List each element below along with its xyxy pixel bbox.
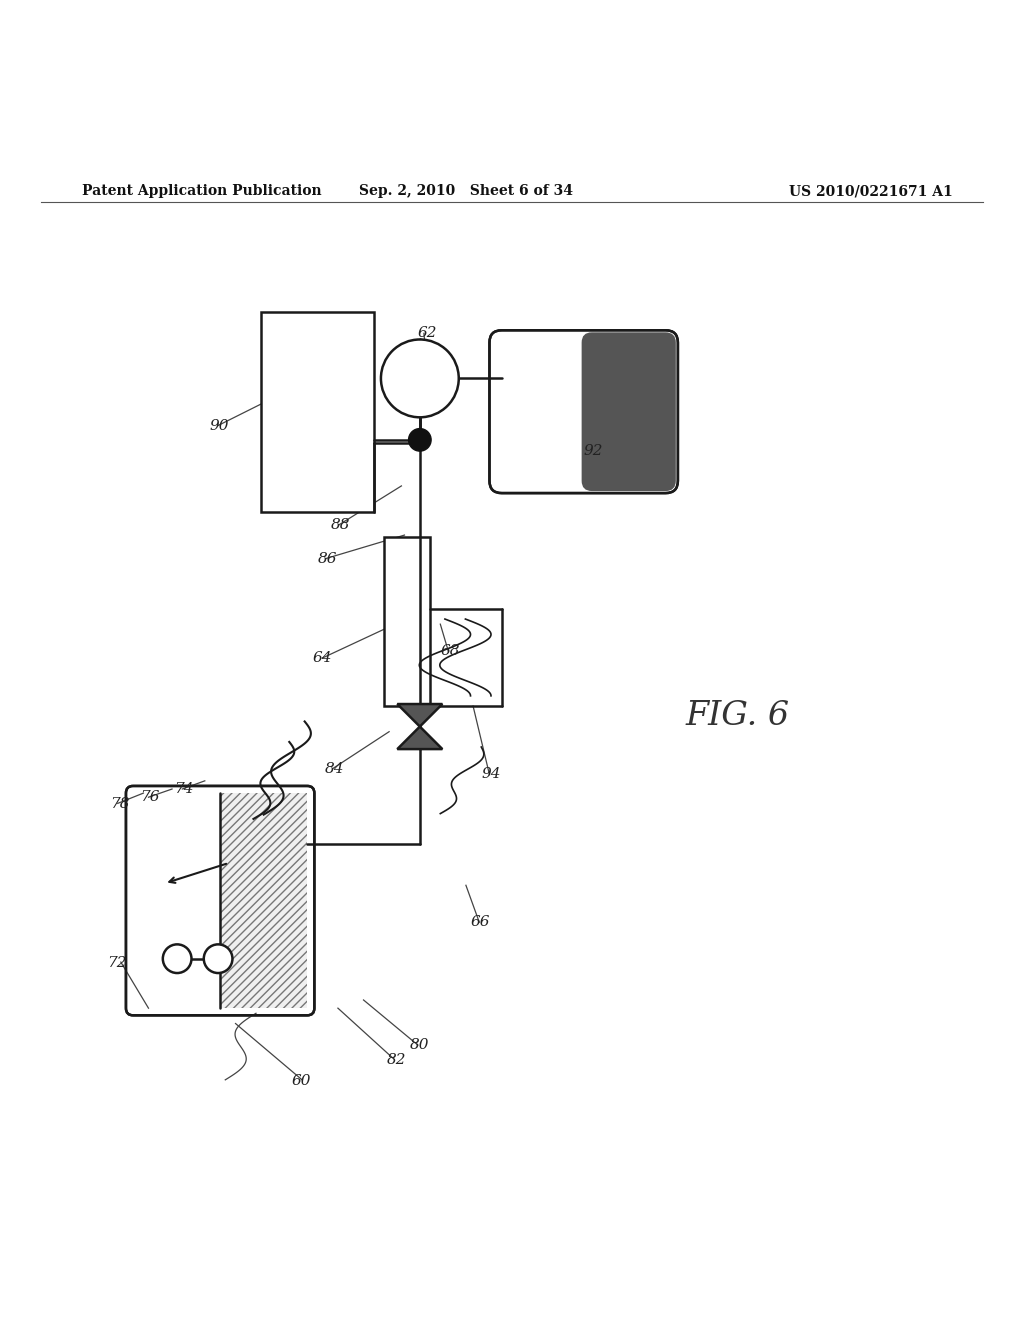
FancyBboxPatch shape [582,333,676,491]
Bar [220,793,307,1008]
Circle shape [381,339,459,417]
Text: 80: 80 [410,1038,429,1052]
Bar [261,312,374,512]
Text: 74: 74 [174,783,194,796]
FancyBboxPatch shape [489,330,678,494]
Polygon shape [397,726,442,748]
Text: US 2010/0221671 A1: US 2010/0221671 A1 [788,183,952,198]
Text: 78: 78 [111,797,130,812]
Text: 68: 68 [440,644,460,657]
Text: 86: 86 [317,552,337,566]
Circle shape [163,944,191,973]
Text: Patent Application Publication: Patent Application Publication [82,183,322,198]
Text: 94: 94 [481,767,501,780]
Text: 72: 72 [108,956,127,970]
Polygon shape [397,704,442,726]
Text: 76: 76 [140,791,160,804]
Circle shape [409,429,431,451]
Text: 88: 88 [331,517,350,532]
FancyBboxPatch shape [126,785,314,1015]
Text: 64: 64 [312,651,332,665]
Text: 62: 62 [418,326,437,341]
Text: 66: 66 [471,915,490,929]
Text: 82: 82 [387,1053,407,1068]
Text: 60: 60 [292,1074,311,1088]
Text: 84: 84 [325,762,344,776]
Circle shape [204,944,232,973]
Text: FIG. 6: FIG. 6 [685,701,790,733]
Bar [384,537,430,706]
Text: 92: 92 [584,445,603,458]
Text: 90: 90 [210,418,229,433]
Text: Sep. 2, 2010   Sheet 6 of 34: Sep. 2, 2010 Sheet 6 of 34 [359,183,572,198]
